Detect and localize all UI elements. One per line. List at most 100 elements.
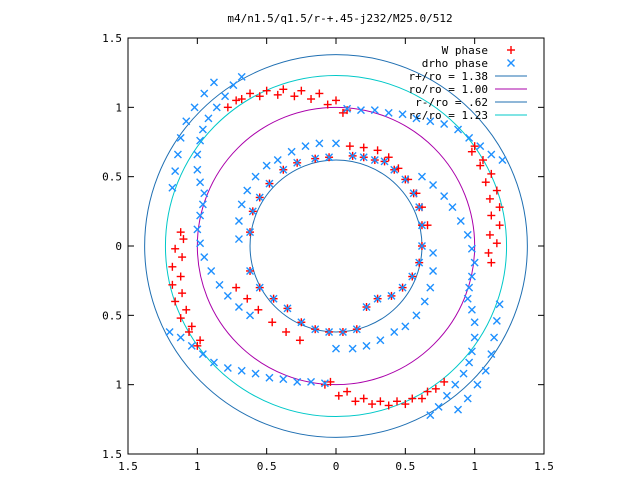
drho-phase-point — [370, 106, 379, 115]
w-phase-point — [315, 89, 324, 98]
w-phase-point — [237, 95, 246, 104]
drho-phase-point — [417, 242, 426, 250]
w-phase-point — [467, 147, 476, 156]
w-phase-point — [487, 211, 496, 220]
drho-phase-point — [301, 142, 310, 151]
w-phase-point — [171, 297, 180, 306]
w-phase-point — [343, 106, 352, 115]
data-points — [165, 72, 507, 420]
drho-phase-point — [193, 150, 202, 159]
drho-phase-point — [198, 125, 207, 134]
w-phase-point — [232, 283, 241, 292]
w-phase-point — [326, 377, 335, 386]
w-phase-point — [485, 230, 494, 239]
y-tick-label: 0 — [115, 240, 122, 253]
circle-r--ro — [144, 54, 528, 438]
x-tick-label: 0.5 — [395, 460, 415, 473]
drho-phase-point — [273, 156, 282, 165]
w-phase-point — [223, 103, 232, 112]
drho-phase-point — [370, 156, 379, 165]
w-phase-point — [478, 156, 487, 165]
drho-phase-point — [198, 350, 207, 359]
circle-rc-ro — [164, 74, 508, 418]
drho-phase-point — [451, 380, 460, 389]
w-phase-point — [182, 305, 191, 314]
drho-phase-point — [255, 283, 264, 292]
drho-phase-point — [463, 230, 472, 239]
drho-phase-point — [343, 104, 352, 113]
drho-phase-point — [390, 327, 399, 336]
x-tick-label: 0 — [333, 460, 340, 473]
drho-phase-point — [356, 106, 365, 115]
drho-phase-point — [440, 192, 449, 201]
drho-phase-point — [196, 136, 205, 145]
drho-phase-point — [426, 283, 435, 292]
w-phase-point — [393, 397, 402, 406]
drho-phase-point — [332, 344, 340, 353]
drho-phase-point — [380, 157, 389, 166]
plot-frame — [127, 37, 545, 455]
w-phase-point — [168, 280, 177, 289]
x-tick-label: 1 — [194, 460, 201, 473]
drho-phase-point — [165, 327, 174, 336]
drho-phase-point — [401, 175, 410, 184]
drho-phase-point — [209, 358, 218, 367]
drho-phase-point — [426, 117, 435, 126]
drho-phase-point — [287, 147, 296, 156]
w-phase-point — [179, 235, 188, 244]
w-phase-point — [368, 400, 377, 409]
w-phase-point — [351, 397, 360, 406]
drho-phase-point — [234, 217, 243, 226]
drho-phase-point — [470, 258, 479, 267]
drho-phase-point — [196, 239, 205, 248]
drho-phase-point — [463, 294, 472, 303]
drho-phase-point — [248, 207, 257, 216]
x-tick-labels: 1.5 1 0.5 0 0.5 1 1.5 — [118, 460, 554, 473]
x-tick-label: 1 — [471, 460, 478, 473]
drho-phase-point — [279, 165, 288, 174]
w-phase-point — [262, 86, 271, 95]
w-phase-point — [492, 239, 501, 248]
y-tick-label: 1.5 — [102, 32, 122, 45]
drho-phase-point — [415, 203, 424, 212]
w-phase-point — [476, 161, 485, 170]
w-phase-point — [345, 142, 354, 151]
w-phase-point — [268, 318, 277, 327]
w-phase-point — [273, 90, 282, 99]
drho-phase-point — [269, 294, 278, 303]
w-phase-point — [168, 262, 177, 271]
drho-phase-point — [237, 366, 246, 375]
drho-phase-point — [190, 103, 199, 112]
drho-phase-point — [173, 150, 182, 159]
w-phase-point — [187, 322, 196, 331]
w-phase-point — [232, 96, 241, 105]
legend-label: drho phase — [422, 57, 488, 70]
w-phase-point — [485, 194, 494, 203]
y-tick-label: 1 — [115, 101, 122, 114]
w-phase-point — [481, 178, 490, 187]
drho-phase-point — [470, 318, 479, 327]
drho-phase-point — [463, 394, 472, 403]
w-phase-point — [343, 387, 352, 396]
w-phase-point — [334, 391, 343, 400]
drho-phase-point — [311, 325, 320, 334]
x-tick-label: 0.5 — [257, 460, 277, 473]
w-phase-point — [246, 89, 255, 98]
drho-phase-point — [246, 266, 255, 275]
w-phase-point — [297, 86, 306, 95]
w-phase-point — [408, 394, 417, 403]
drho-phase-point — [196, 178, 205, 187]
drho-phase-point — [442, 391, 451, 400]
w-phase-point — [423, 387, 432, 396]
w-phase-point — [492, 186, 501, 195]
drho-phase-point — [467, 272, 476, 281]
drho-phase-point — [200, 189, 209, 198]
drho-phase-point — [325, 327, 334, 336]
drho-phase-point — [429, 266, 438, 275]
y-tick-label: 1.5 — [102, 448, 122, 461]
drho-phase-point — [409, 189, 418, 198]
w-phase-point — [307, 95, 316, 104]
drho-phase-point — [456, 217, 465, 226]
drho-phase-point — [459, 369, 468, 378]
